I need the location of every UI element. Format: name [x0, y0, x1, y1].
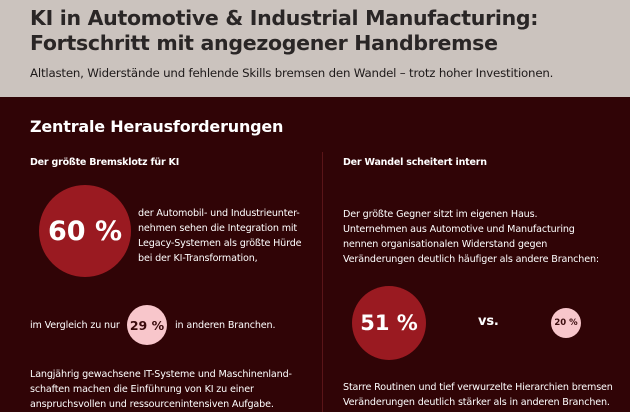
text-line: Starre Routinen und tief verwurzelte Hie…: [343, 382, 613, 393]
text-line: Langjährig gewachsene IT-Systeme und Mas…: [30, 369, 292, 380]
right-footer-text: Starre Routinen und tief verwurzelte Hie…: [343, 380, 613, 410]
right-column-heading: Der Wandel scheitert intern: [343, 157, 487, 168]
text-line: Legacy-Systemen als größte Hürde: [138, 238, 302, 249]
text-line: Der größte Gegner sitzt im eigenen Haus.: [343, 209, 538, 220]
stat-value: 51 %: [360, 311, 418, 335]
stat-value: 60 %: [47, 215, 123, 247]
stat-circle-20: 20 %: [551, 308, 581, 338]
page-title: KI in Automotive & Industrial Manufactur…: [30, 6, 539, 56]
stat-circle-60: 60 %: [39, 185, 131, 277]
text-line: nennen organisationalen Widerstand gegen: [343, 239, 548, 250]
text-line: schaften machen die Einführung von KI zu…: [30, 384, 254, 395]
text-line: Veränderungen deutlich häufiger als ande…: [343, 254, 599, 265]
left-footer-text: Langjährig gewachsene IT-Systeme und Mas…: [30, 367, 292, 412]
subtitle: Altlasten, Widerstände und fehlende Skil…: [30, 66, 554, 80]
stat-value: 20 %: [554, 318, 578, 328]
text-line: bei der KI-Transformation,: [138, 253, 258, 264]
text-line: anspruchsvollen und ressourcenintensiven…: [30, 399, 274, 410]
vs-label: vs.: [478, 314, 499, 329]
compare-before-text: im Vergleich zu nur: [30, 320, 120, 331]
section-title: Zentrale Herausforderungen: [30, 117, 284, 136]
stat-circle-51: 51 %: [352, 286, 426, 360]
left-main-text: der Automobil- und Industrieunter- nehme…: [138, 206, 302, 266]
text-line: nehmen sehen die Integration mit: [138, 223, 298, 234]
text-line: der Automobil- und Industrieunter-: [138, 208, 300, 219]
text-line: Veränderungen deutlich stärker als in an…: [343, 397, 610, 408]
stat-circle-29: 29 %: [127, 305, 167, 345]
stat-value: 29 %: [129, 317, 165, 333]
text-line: Unternehmen aus Automotive und Manufactu…: [343, 224, 575, 235]
title-line-2: Fortschritt mit angezogener Handbremse: [30, 31, 498, 55]
compare-after-text: in anderen Branchen.: [175, 320, 276, 331]
right-intro-text: Der größte Gegner sitzt im eigenen Haus.…: [343, 207, 599, 267]
header: KI in Automotive & Industrial Manufactur…: [0, 0, 630, 97]
column-divider: [322, 152, 323, 412]
left-column-heading: Der größte Bremsklotz für KI: [30, 157, 180, 168]
title-line-1: KI in Automotive & Industrial Manufactur…: [30, 6, 539, 30]
